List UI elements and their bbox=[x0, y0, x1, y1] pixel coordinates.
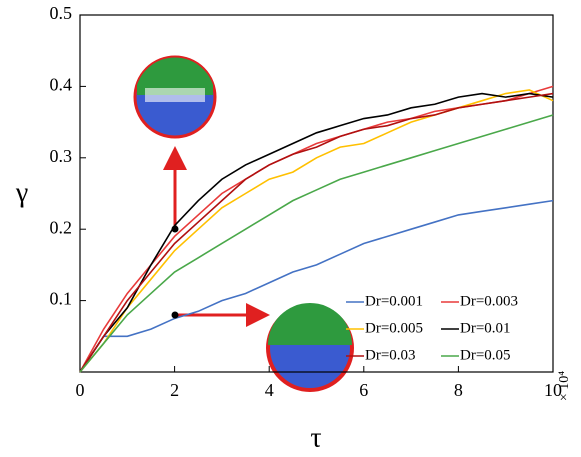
x-tick-label: 10 bbox=[544, 380, 562, 400]
legend-label: Dr=0.01 bbox=[460, 320, 511, 336]
legend-label: Dr=0.003 bbox=[460, 293, 518, 309]
y-tick-label: 0.5 bbox=[50, 3, 73, 23]
y-tick-label: 0.4 bbox=[50, 75, 73, 95]
series-line bbox=[79, 92, 554, 373]
plot-frame bbox=[79, 14, 554, 373]
x-tick-label: 2 bbox=[170, 380, 179, 400]
legend-label: Dr=0.03 bbox=[365, 347, 416, 363]
series-line bbox=[79, 92, 554, 373]
x-tick-label: 4 bbox=[265, 380, 274, 400]
x-tick-label: 6 bbox=[359, 380, 368, 400]
legend-label: Dr=0.05 bbox=[460, 347, 511, 363]
marker-dot bbox=[171, 225, 179, 233]
x-tick-label: 0 bbox=[76, 380, 85, 400]
y-tick-label: 0.1 bbox=[50, 289, 73, 309]
y-axis-label: γ bbox=[15, 177, 28, 208]
x-multiplier: × 10⁴ bbox=[557, 371, 572, 401]
series-line bbox=[79, 89, 554, 373]
x-tick-label: 8 bbox=[454, 380, 463, 400]
legend-label: Dr=0.005 bbox=[365, 320, 423, 336]
inset-bottom bbox=[266, 303, 354, 392]
inset-top bbox=[133, 55, 217, 139]
y-tick-label: 0.3 bbox=[50, 146, 73, 166]
series-line bbox=[79, 199, 554, 373]
y-tick-label: 0.2 bbox=[50, 217, 73, 237]
marker-dot bbox=[171, 311, 179, 319]
x-axis-label: τ bbox=[310, 422, 321, 453]
series-line bbox=[79, 114, 554, 373]
legend-label: Dr=0.001 bbox=[365, 293, 423, 309]
